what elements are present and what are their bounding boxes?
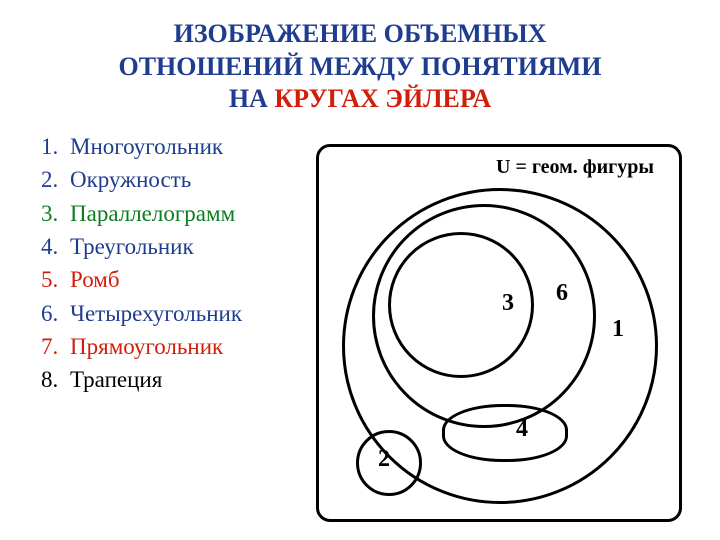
diagram-label: 6 <box>556 280 568 307</box>
title-line-3a: НА <box>229 84 275 113</box>
legend-item: Четырехугольник <box>64 297 242 330</box>
legend-item-text: Ромб <box>70 267 120 292</box>
legend-item: Трапеция <box>64 363 242 396</box>
legend-list: Многоугольник Окружность Параллелограмм Тре… <box>30 130 242 397</box>
legend-ol: Многоугольник Окружность Параллелограмм Тре… <box>30 130 242 397</box>
legend-item-text: Треугольник <box>70 234 194 259</box>
title-line-1: ИЗОБРАЖЕНИЕ ОБЪЕМНЫХ <box>0 18 720 51</box>
legend-item-text: Прямоугольник <box>70 334 223 359</box>
page: ИЗОБРАЖЕНИЕ ОБЪЕМНЫХ ОТНОШЕНИЙ МЕЖДУ ПОН… <box>0 0 720 540</box>
legend-item: Треугольник <box>64 230 242 263</box>
legend-item: Прямоугольник <box>64 330 242 363</box>
ellipse-shape <box>442 404 568 462</box>
legend-item: Окружность <box>64 163 242 196</box>
universe-label: U = геом. фигуры <box>496 156 654 179</box>
legend-item-text: Многоугольник <box>70 134 223 159</box>
title: ИЗОБРАЖЕНИЕ ОБЪЕМНЫХ ОТНОШЕНИЙ МЕЖДУ ПОН… <box>0 0 720 116</box>
diagram-label: 1 <box>612 316 624 343</box>
legend-item-text: Окружность <box>70 167 191 192</box>
diagram-label: 3 <box>502 290 514 317</box>
diagram-label: 2 <box>378 446 390 473</box>
title-line-2: ОТНОШЕНИЙ МЕЖДУ ПОНЯТИЯМИ <box>0 51 720 84</box>
diagram-label: 4 <box>516 416 528 443</box>
title-line-3b: КРУГАХ ЭЙЛЕРА <box>274 84 491 113</box>
title-line-3: НА КРУГАХ ЭЙЛЕРА <box>0 83 720 116</box>
legend-item-text: Четырехугольник <box>70 301 242 326</box>
legend-item: Параллелограмм <box>64 197 242 230</box>
legend-item-text: Параллелограмм <box>70 201 235 226</box>
legend-item: Ромб <box>64 263 242 296</box>
legend-item-text: Трапеция <box>70 367 162 392</box>
legend-item: Многоугольник <box>64 130 242 163</box>
